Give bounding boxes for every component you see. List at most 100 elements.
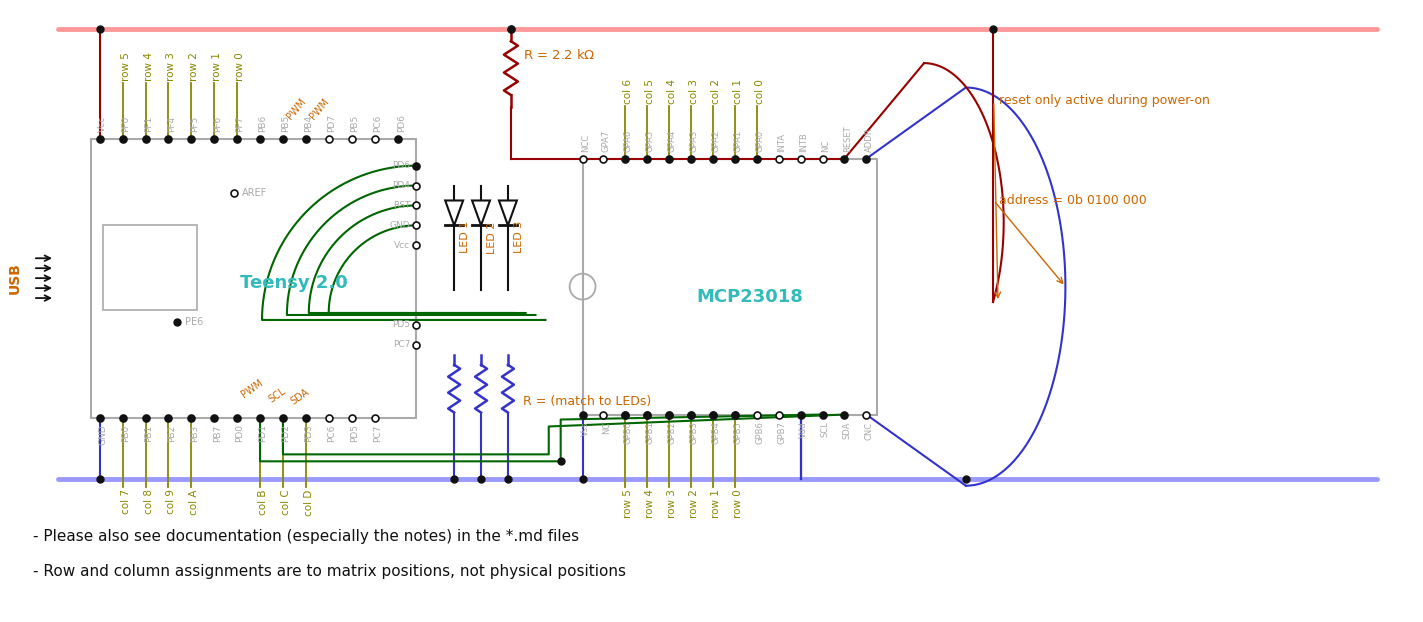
Bar	[582, 159, 877, 414]
Text: col 8: col 8	[144, 489, 154, 514]
Text: GND: GND	[390, 221, 410, 230]
Text: row 1: row 1	[212, 52, 222, 81]
Text: PC6: PC6	[327, 424, 336, 442]
Text: PF6: PF6	[212, 116, 222, 132]
Text: Vss: Vss	[581, 422, 591, 436]
Text: USB: USB	[9, 262, 23, 294]
Text: row 1: row 1	[712, 489, 721, 518]
Text: GPA3: GPA3	[690, 129, 699, 152]
Text: GPB2: GPB2	[667, 422, 677, 444]
Text: Vdd: Vdd	[800, 422, 808, 438]
Text: GPB7: GPB7	[777, 422, 785, 444]
Text: col 2: col 2	[712, 79, 721, 104]
Text: row 5: row 5	[623, 489, 633, 518]
Text: col 3: col 3	[689, 79, 699, 104]
Text: NCC: NCC	[581, 134, 591, 152]
Text: col C: col C	[280, 489, 290, 515]
Text: GPA4: GPA4	[667, 129, 677, 152]
Text: RESET: RESET	[842, 125, 852, 152]
Text: PB3: PB3	[189, 424, 199, 442]
Text: PWM: PWM	[309, 96, 332, 121]
Text: PF0: PF0	[121, 116, 129, 132]
Text: GPB4: GPB4	[712, 422, 720, 444]
Text: PB1: PB1	[144, 424, 154, 442]
Text: row 2: row 2	[689, 489, 699, 518]
Text: PB4: PB4	[305, 114, 313, 132]
Text: PD1: PD1	[259, 424, 268, 442]
Text: col 0: col 0	[754, 79, 764, 104]
Text: PC7: PC7	[393, 340, 410, 350]
Text: row 3: row 3	[166, 52, 176, 81]
Text: GPA2: GPA2	[712, 129, 720, 152]
Text: PF5: PF5	[189, 116, 199, 132]
Text: SDA: SDA	[289, 387, 312, 407]
Text: col 9: col 9	[166, 489, 176, 514]
Text: NC: NC	[821, 139, 830, 152]
Text: col B: col B	[258, 489, 268, 514]
Text: GPA6: GPA6	[623, 129, 633, 152]
Bar	[91, 139, 417, 417]
Text: GPA5: GPA5	[646, 129, 655, 152]
Text: RST: RST	[393, 201, 410, 210]
Text: PB7: PB7	[212, 424, 222, 442]
Text: PB6: PB6	[259, 114, 268, 132]
Text: GPA0: GPA0	[756, 129, 764, 152]
Text: GPA1: GPA1	[733, 129, 743, 152]
Text: col 6: col 6	[623, 79, 633, 104]
Text: PB5: PB5	[350, 114, 359, 132]
Text: PF1: PF1	[144, 116, 154, 132]
Text: ADDR: ADDR	[865, 127, 874, 152]
Text: PWM: PWM	[239, 378, 265, 399]
Text: PD7: PD7	[327, 114, 336, 132]
Text: INTB: INTB	[800, 132, 808, 152]
Text: NC: NC	[602, 422, 610, 434]
Text: SCL: SCL	[821, 422, 830, 437]
Text: GPA7: GPA7	[602, 129, 610, 152]
Text: row 0: row 0	[235, 52, 245, 81]
Text: col 1: col 1	[733, 79, 743, 104]
Text: row 4: row 4	[144, 52, 154, 81]
Text: row 5: row 5	[121, 52, 131, 81]
Text: MCP23018: MCP23018	[696, 287, 803, 305]
Text: SDA: SDA	[842, 422, 852, 439]
Text: PD3: PD3	[305, 424, 313, 442]
Text: GPB0: GPB0	[623, 422, 633, 444]
Text: Teensy 2.0: Teensy 2.0	[239, 274, 347, 292]
Text: SCL: SCL	[266, 386, 287, 404]
Text: PD5: PD5	[393, 320, 410, 330]
Text: GPB3: GPB3	[690, 422, 699, 444]
Text: row 2: row 2	[189, 52, 199, 81]
Text: R = (match to LEDs): R = (match to LEDs)	[522, 394, 652, 407]
Text: - Please also see documentation (especially the notes) in the *.md files: - Please also see documentation (especia…	[33, 529, 579, 544]
Text: R = 2.2 k$\Omega$: R = 2.2 k$\Omega$	[522, 48, 595, 62]
Text: col D: col D	[303, 489, 314, 516]
Text: CNC: CNC	[865, 422, 874, 440]
Bar	[102, 225, 198, 310]
Text: PB5: PB5	[282, 114, 290, 132]
Text: LED 2: LED 2	[487, 221, 497, 254]
Text: PB0: PB0	[121, 424, 129, 442]
Text: PE6: PE6	[185, 317, 203, 327]
Text: GPB5: GPB5	[733, 422, 743, 444]
Text: row 4: row 4	[645, 489, 655, 518]
Text: PD6: PD6	[393, 161, 410, 170]
Text: col A: col A	[189, 489, 199, 514]
Text: row 0: row 0	[733, 489, 743, 518]
Text: LED 1: LED 1	[460, 221, 470, 253]
Text: PF7: PF7	[236, 116, 245, 132]
Text: PD5: PD5	[350, 424, 359, 442]
Text: address = 0b 0100 000: address = 0b 0100 000	[999, 194, 1147, 207]
Text: AREF: AREF	[242, 187, 268, 198]
Text: PD4: PD4	[393, 181, 410, 190]
Text: - Row and column assignments are to matrix positions, not physical positions: - Row and column assignments are to matr…	[33, 564, 626, 579]
Text: PD6: PD6	[397, 114, 406, 132]
Text: INTA: INTA	[777, 132, 785, 152]
Text: Vcc: Vcc	[394, 241, 410, 250]
Text: PF4: PF4	[166, 116, 176, 132]
Text: PD2: PD2	[282, 424, 290, 442]
Text: PC7: PC7	[373, 424, 381, 442]
Text: PWM: PWM	[285, 96, 309, 121]
Text: PC6: PC6	[373, 114, 381, 132]
Text: PD0: PD0	[236, 424, 245, 442]
Text: GPB6: GPB6	[756, 422, 764, 444]
